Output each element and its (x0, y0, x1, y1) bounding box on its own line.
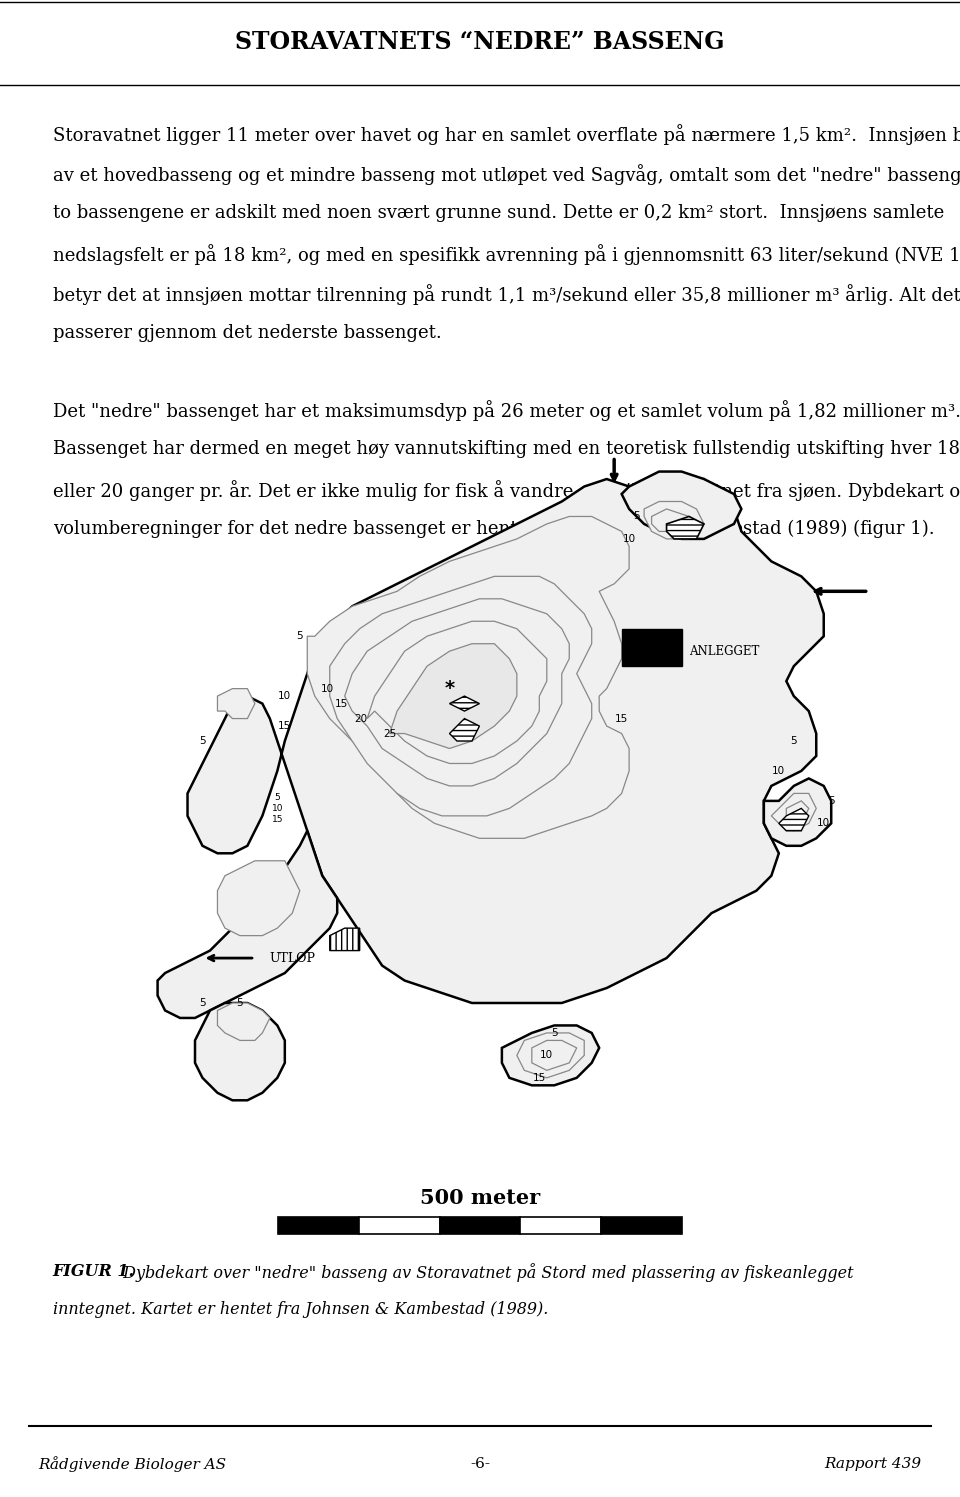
Text: 15: 15 (335, 699, 348, 708)
Text: *: * (444, 680, 454, 698)
Bar (278, 1217, 359, 1234)
Text: 5: 5 (551, 1028, 558, 1037)
Text: 5: 5 (634, 512, 640, 521)
Text: ANLEGGET: ANLEGGET (689, 645, 759, 657)
Polygon shape (218, 689, 255, 719)
Text: Bassenget har dermed en meget høy vannutskifting med en teoretisk fullstendig ut: Bassenget har dermed en meget høy vannut… (53, 440, 960, 458)
Text: 5
10
15: 5 10 15 (272, 793, 283, 823)
Bar (622, 629, 682, 666)
Text: to bassengene er adskilt med noen svært grunne sund. Dette er 0,2 km² stort.  In: to bassengene er adskilt med noen svært … (53, 204, 944, 222)
Text: Dybdekart over "nedre" basseng av Storavatnet på Stord med plassering av fiskean: Dybdekart over "nedre" basseng av Storav… (118, 1263, 853, 1281)
Text: 5: 5 (297, 632, 303, 641)
Bar (601, 1217, 682, 1234)
Text: nedslagsfelt er på 18 km², og med en spesifikk avrenning på i gjennomsnitt 63 li: nedslagsfelt er på 18 km², og med en spe… (53, 244, 960, 265)
Bar (359, 1217, 440, 1234)
Polygon shape (307, 516, 629, 838)
Polygon shape (157, 831, 337, 1018)
Polygon shape (652, 509, 697, 531)
Text: -6-: -6- (470, 1457, 490, 1472)
Text: 5: 5 (236, 998, 243, 1007)
Text: 500 meter: 500 meter (420, 1189, 540, 1208)
Polygon shape (516, 1033, 585, 1078)
Text: 10: 10 (321, 684, 333, 693)
Polygon shape (779, 808, 808, 831)
Polygon shape (329, 928, 360, 951)
Text: volumberegninger for det nedre bassenget er hentet fra Johnsen og Kambestad (198: volumberegninger for det nedre bassenget… (53, 519, 934, 537)
Polygon shape (218, 1003, 270, 1040)
Polygon shape (644, 501, 704, 539)
Text: 10: 10 (817, 819, 830, 828)
Text: 20: 20 (354, 714, 367, 723)
Text: 5: 5 (199, 737, 205, 746)
Text: FIGUR 1.: FIGUR 1. (53, 1263, 135, 1280)
Polygon shape (532, 1040, 577, 1070)
Bar (520, 1217, 601, 1234)
Polygon shape (502, 1025, 599, 1085)
Polygon shape (345, 599, 569, 786)
Polygon shape (622, 472, 741, 539)
Text: Det "nedre" bassenget har et maksimumsdyp på 26 meter og et samlet volum på 1,82: Det "nedre" bassenget har et maksimumsdy… (53, 400, 960, 421)
Polygon shape (786, 801, 808, 823)
Text: STORAVATNETS “NEDRE” BASSENG: STORAVATNETS “NEDRE” BASSENG (235, 30, 725, 54)
Text: 10: 10 (772, 766, 785, 775)
Text: 5: 5 (199, 998, 205, 1007)
Polygon shape (390, 644, 516, 748)
Text: passerer gjennom det nederste bassenget.: passerer gjennom det nederste bassenget. (53, 323, 442, 341)
Polygon shape (771, 793, 816, 831)
Polygon shape (187, 479, 824, 1003)
Text: Rådgivende Biologer AS: Rådgivende Biologer AS (38, 1457, 227, 1472)
Polygon shape (367, 621, 547, 763)
Text: 5: 5 (790, 737, 797, 746)
Text: 5: 5 (828, 796, 834, 805)
Polygon shape (666, 516, 704, 539)
Text: UTLØP: UTLØP (270, 952, 316, 964)
Text: Storavatnet ligger 11 meter over havet og har en samlet overflate på nærmere 1,5: Storavatnet ligger 11 meter over havet o… (53, 124, 960, 145)
Text: inntegnet. Kartet er hentet fra Johnsen & Kambestad (1989).: inntegnet. Kartet er hentet fra Johnsen … (53, 1301, 548, 1317)
Text: eller 20 ganger pr. år. Det er ikke mulig for fisk å vandre opp til Storavatnet : eller 20 ganger pr. år. Det er ikke muli… (53, 481, 960, 501)
Text: 10: 10 (278, 692, 292, 701)
Text: 15: 15 (533, 1073, 546, 1082)
Text: 15: 15 (278, 722, 292, 731)
Text: 25: 25 (383, 729, 396, 738)
Polygon shape (195, 1003, 285, 1100)
Polygon shape (218, 861, 300, 936)
Polygon shape (449, 696, 479, 711)
Bar (440, 1217, 520, 1234)
Text: Rapport 439: Rapport 439 (825, 1457, 922, 1472)
Text: 10: 10 (623, 534, 636, 543)
Text: 10: 10 (540, 1051, 553, 1060)
Polygon shape (449, 719, 479, 741)
Polygon shape (329, 576, 591, 816)
Polygon shape (764, 778, 831, 846)
Text: av et hovedbasseng og et mindre basseng mot utløpet ved Sagvåg, omtalt som det ": av et hovedbasseng og et mindre basseng … (53, 163, 960, 184)
Text: 15: 15 (615, 714, 628, 723)
Text: betyr det at innsjøen mottar tilrenning på rundt 1,1 m³/sekund eller 35,8 millio: betyr det at innsjøen mottar tilrenning … (53, 284, 960, 305)
